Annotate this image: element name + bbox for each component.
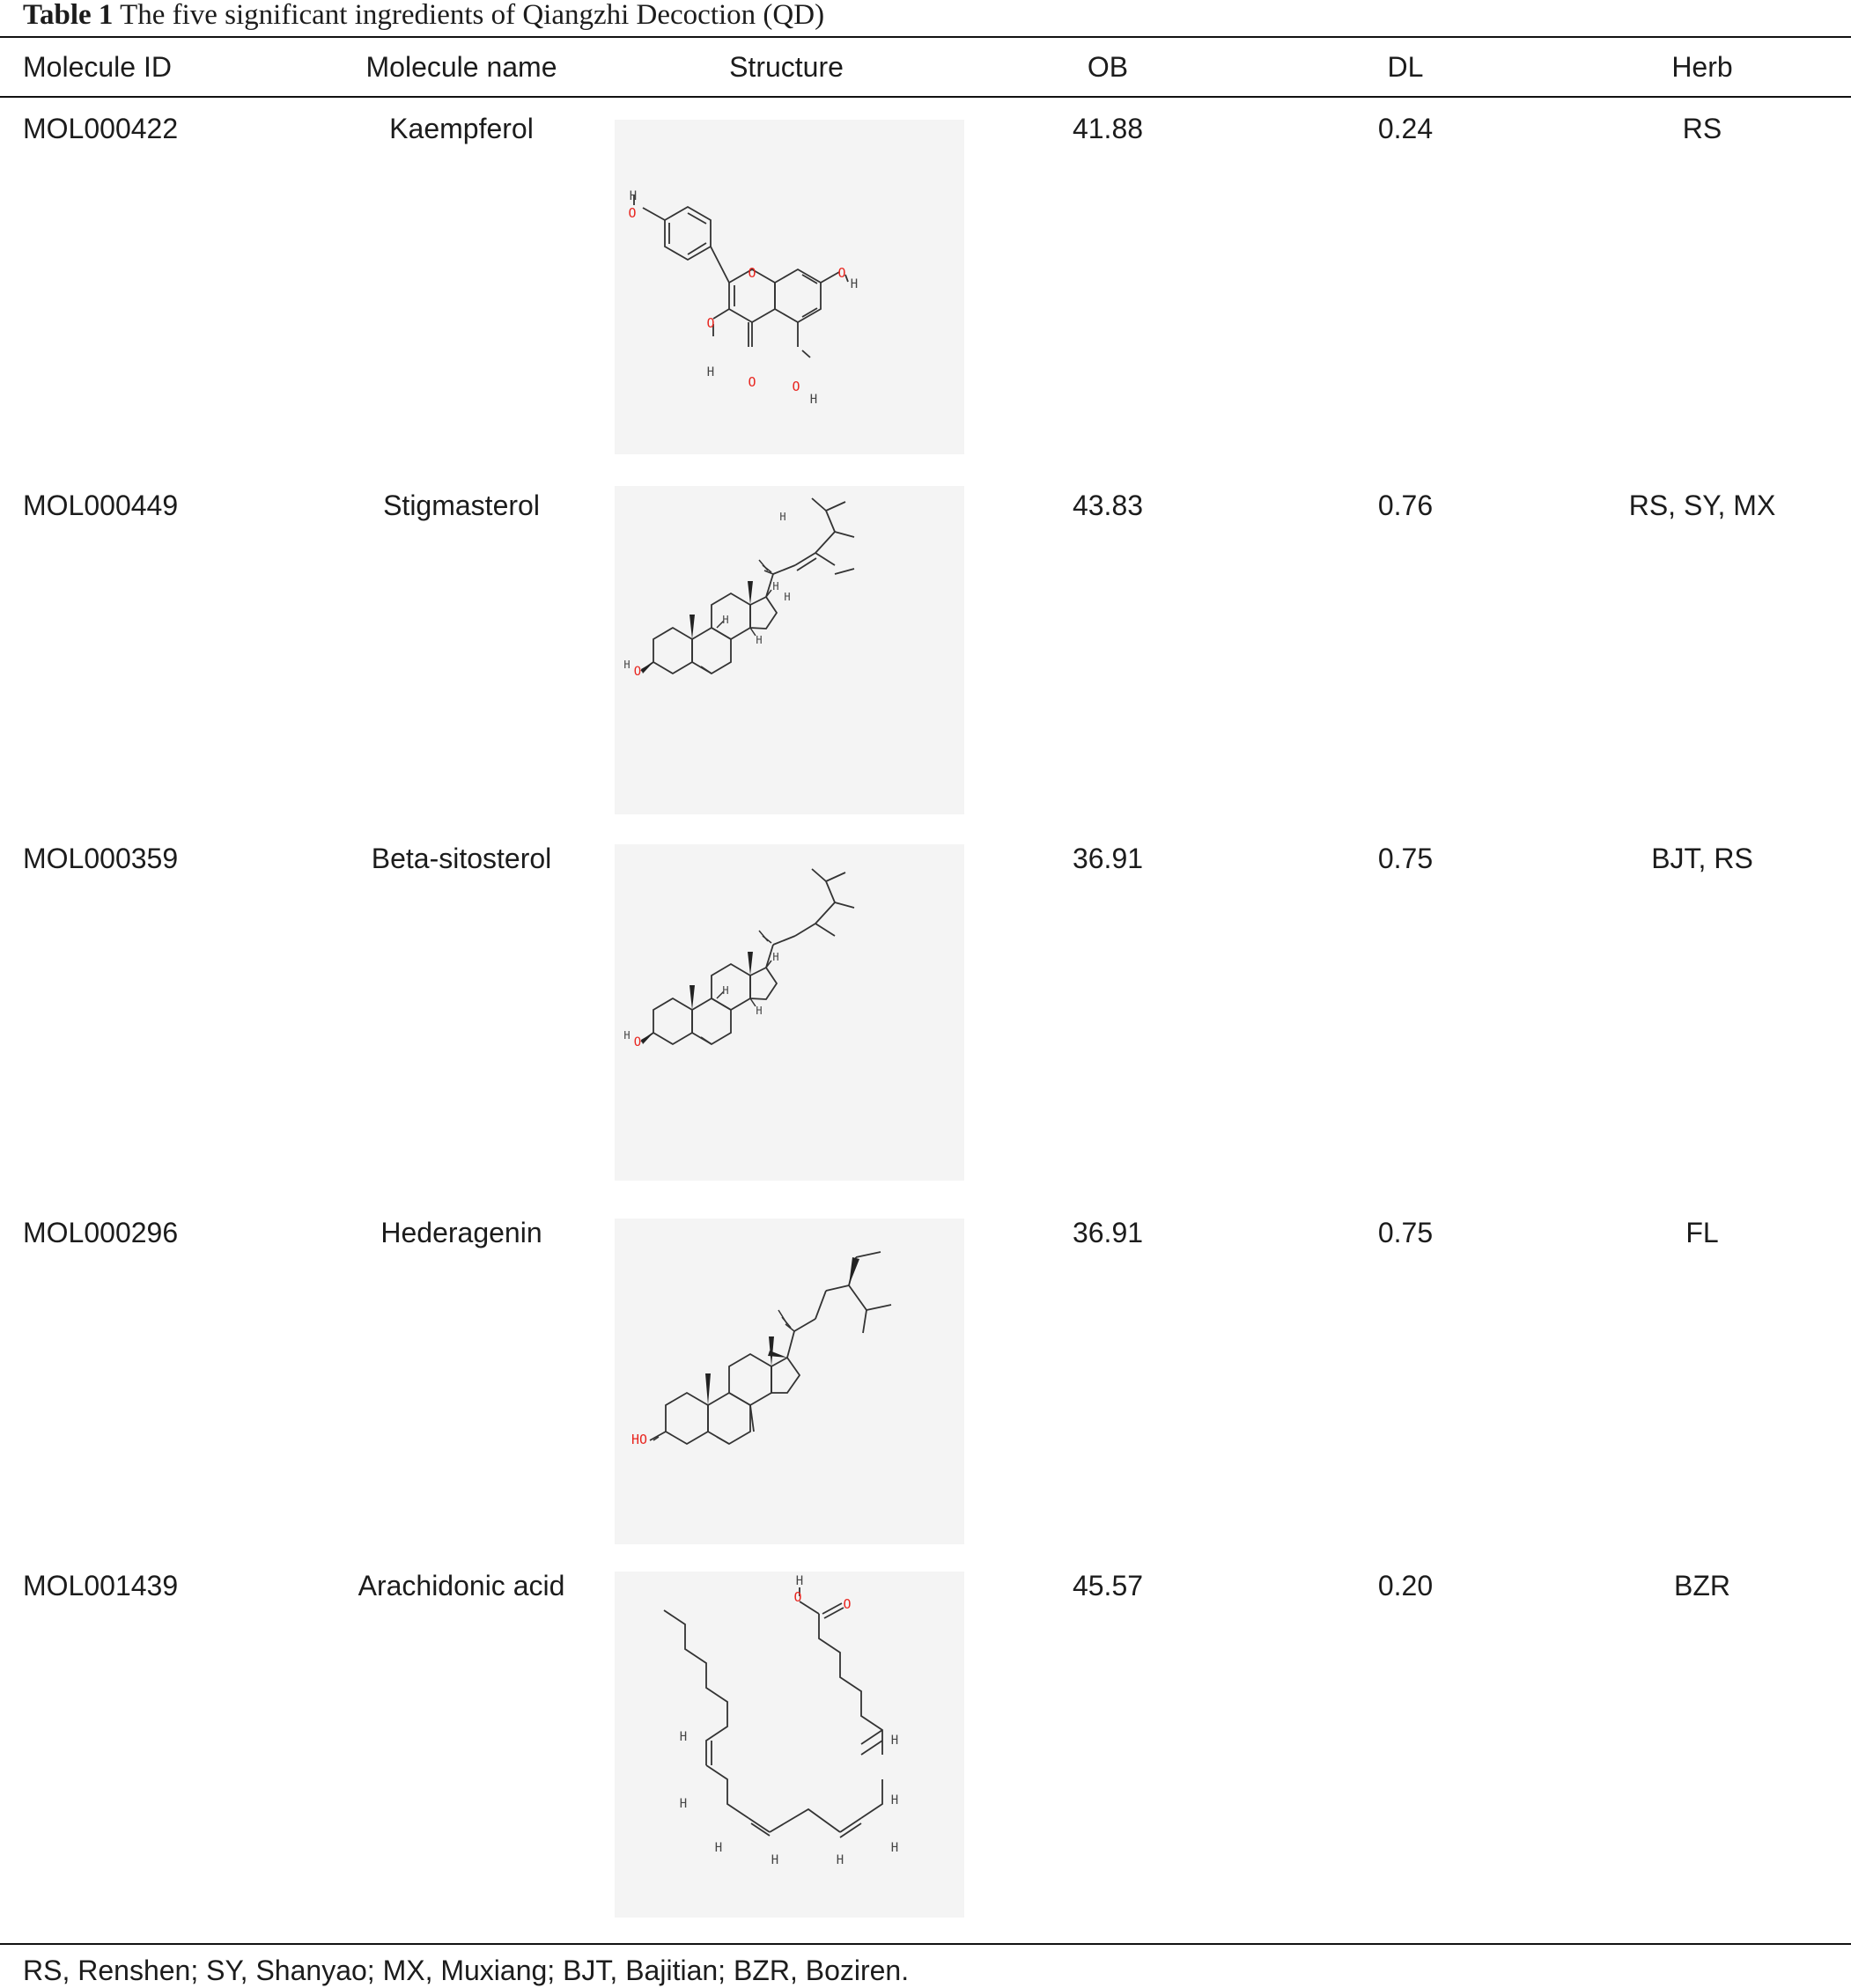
table-header-rule xyxy=(0,96,1851,98)
header-structure: Structure xyxy=(729,51,844,83)
header-herb: Herb xyxy=(1671,51,1733,83)
dl-value: 0.75 xyxy=(1377,843,1434,874)
table-footnote: RS, Renshen; SY, Shanyao; MX, Muxiang; B… xyxy=(23,1955,910,1986)
svg-text:H: H xyxy=(796,1574,803,1588)
svg-text:H: H xyxy=(722,984,728,997)
herb-value: BZR xyxy=(1674,1570,1730,1601)
svg-text:H: H xyxy=(715,1841,722,1855)
dl-value: 0.20 xyxy=(1377,1570,1434,1601)
molecule-name: Hederagenin xyxy=(380,1217,542,1248)
ob-value: 45.57 xyxy=(1072,1570,1144,1601)
svg-text:O: O xyxy=(793,1589,801,1605)
herb-value: RS xyxy=(1682,113,1722,144)
svg-text:H: H xyxy=(837,1853,844,1867)
svg-text:H: H xyxy=(722,614,728,626)
svg-text:H: H xyxy=(779,511,785,523)
svg-text:H: H xyxy=(630,189,637,203)
kaempferol-structure-image: O O O O O O H H H H xyxy=(615,120,964,454)
ob-value: 41.88 xyxy=(1072,113,1144,144)
herb-value: FL xyxy=(1685,1217,1719,1248)
svg-text:O: O xyxy=(706,315,714,331)
molecule-name: Arachidonic acid xyxy=(358,1570,565,1601)
hederagenin-structure-image: HO xyxy=(615,1219,964,1544)
svg-text:H: H xyxy=(810,393,817,407)
svg-text:O: O xyxy=(628,205,636,221)
molecule-id: MOL000359 xyxy=(23,843,179,874)
svg-text:O: O xyxy=(634,1035,641,1049)
dl-value: 0.24 xyxy=(1377,113,1434,144)
svg-text:H: H xyxy=(756,1005,762,1017)
table-caption-text: The five significant ingredients of Qian… xyxy=(120,0,825,31)
svg-text:H: H xyxy=(707,365,714,379)
svg-text:H: H xyxy=(756,634,762,646)
beta-sitosterol-structure-image: O H H H H xyxy=(615,844,964,1181)
molecule-id: MOL000449 xyxy=(23,490,179,521)
arachidonic-acid-structure-image: O O H H H H H H H H H xyxy=(615,1572,964,1918)
molecule-name: Beta-sitosterol xyxy=(371,843,552,874)
svg-text:O: O xyxy=(748,374,756,390)
svg-text:H: H xyxy=(623,659,630,671)
svg-text:H: H xyxy=(771,1853,778,1867)
svg-text:O: O xyxy=(634,665,641,679)
svg-text:H: H xyxy=(623,1029,630,1042)
svg-text:H: H xyxy=(680,1797,687,1811)
svg-text:O: O xyxy=(837,265,845,281)
svg-text:H: H xyxy=(772,580,778,593)
svg-text:H: H xyxy=(891,1734,898,1748)
svg-text:H: H xyxy=(891,1841,898,1855)
table-top-rule xyxy=(0,36,1851,38)
molecule-id: MOL000296 xyxy=(23,1217,179,1248)
molecule-id: MOL000422 xyxy=(23,113,179,144)
table-caption-label: Table 1 xyxy=(23,0,114,31)
svg-text:O: O xyxy=(748,265,756,281)
dl-value: 0.75 xyxy=(1377,1217,1434,1248)
svg-text:O: O xyxy=(792,379,800,394)
ob-value: 36.91 xyxy=(1072,1217,1144,1248)
ob-value: 43.83 xyxy=(1072,490,1144,521)
table-bottom-rule xyxy=(0,1943,1851,1945)
svg-text:H: H xyxy=(784,591,790,603)
svg-text:H: H xyxy=(680,1730,687,1744)
svg-text:HO: HO xyxy=(631,1432,647,1447)
molecule-name: Kaempferol xyxy=(389,113,534,144)
header-molecule-id: Molecule ID xyxy=(23,51,172,83)
ob-value: 36.91 xyxy=(1072,843,1144,874)
molecule-id: MOL001439 xyxy=(23,1570,179,1601)
header-ob: OB xyxy=(1087,51,1129,83)
herb-value: RS, SY, MX xyxy=(1628,490,1776,521)
header-molecule-name: Molecule name xyxy=(365,51,557,83)
svg-text:H: H xyxy=(772,951,778,963)
header-dl: DL xyxy=(1387,51,1424,83)
svg-text:H: H xyxy=(851,277,858,291)
herb-value: BJT, RS xyxy=(1651,843,1753,874)
svg-text:O: O xyxy=(843,1596,851,1612)
svg-text:H: H xyxy=(891,1793,898,1808)
table-caption: Table 1 The five significant ingredients… xyxy=(23,0,824,35)
dl-value: 0.76 xyxy=(1377,490,1434,521)
molecule-name: Stigmasterol xyxy=(383,490,540,521)
stigmasterol-structure-image: O H H H H H H xyxy=(615,486,964,814)
